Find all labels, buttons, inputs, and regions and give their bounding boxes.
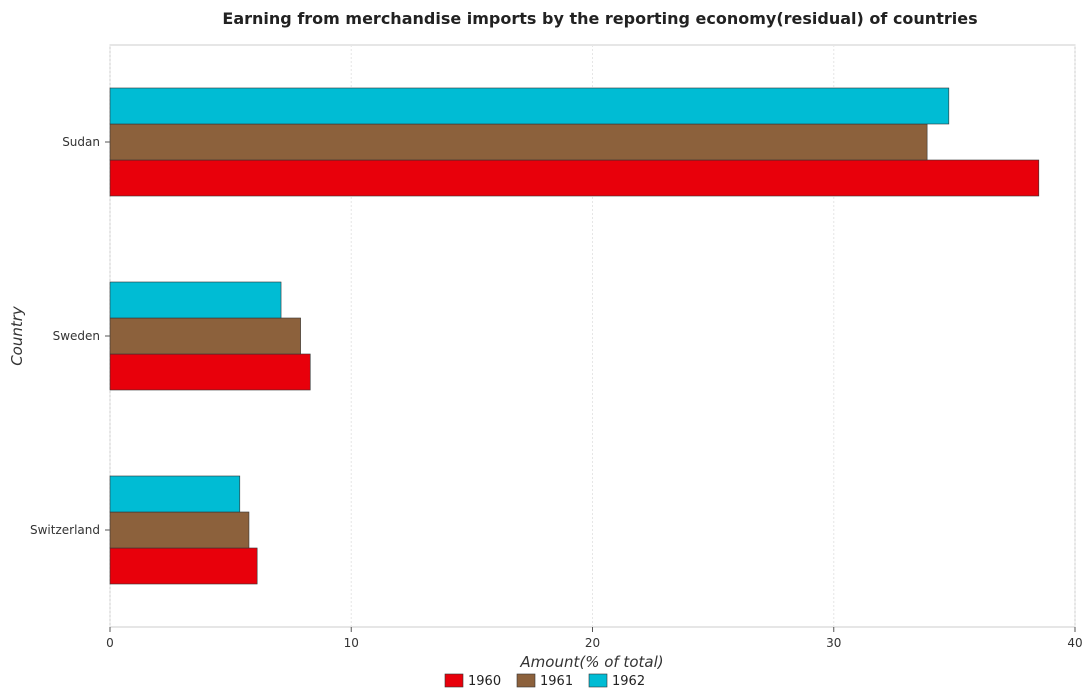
bar-sudan-1960: [110, 160, 1039, 196]
chart-title: Earning from merchandise imports by the …: [222, 9, 977, 28]
bar-sweden-1960: [110, 354, 310, 390]
legend-label-1961: 1961: [540, 674, 573, 689]
x-tick-label-0: 0: [106, 636, 114, 650]
bar-sudan-1962: [110, 88, 949, 124]
legend-swatch-1960: [445, 674, 463, 687]
legend-swatch-1962: [589, 674, 607, 687]
legend-swatch-1961: [517, 674, 535, 687]
bar-switzerland-1961: [110, 512, 249, 548]
plot-area: 0 10 20 30 40 Sudan Sweden Switzerland: [30, 45, 1083, 650]
legend: 1960 1961 1962: [445, 674, 645, 689]
x-tick-label-3: 30: [826, 636, 841, 650]
bar-sudan-1961: [110, 124, 927, 160]
x-tick-label-2: 20: [585, 636, 600, 650]
x-tick-label-1: 10: [344, 636, 359, 650]
y-tick-label-1: Sweden: [53, 329, 100, 343]
x-axis-label: Amount(% of total): [519, 653, 663, 671]
bar-sweden-1962: [110, 282, 281, 318]
y-tick-label-2: Switzerland: [30, 523, 100, 537]
bar-switzerland-1962: [110, 476, 240, 512]
y-tick-label-0: Sudan: [62, 135, 100, 149]
legend-label-1962: 1962: [612, 674, 645, 689]
bar-switzerland-1960: [110, 548, 257, 584]
y-axis-label: Country: [8, 305, 26, 366]
legend-label-1960: 1960: [468, 674, 501, 689]
bar-sweden-1961: [110, 318, 301, 354]
x-tick-label-4: 40: [1067, 636, 1082, 650]
